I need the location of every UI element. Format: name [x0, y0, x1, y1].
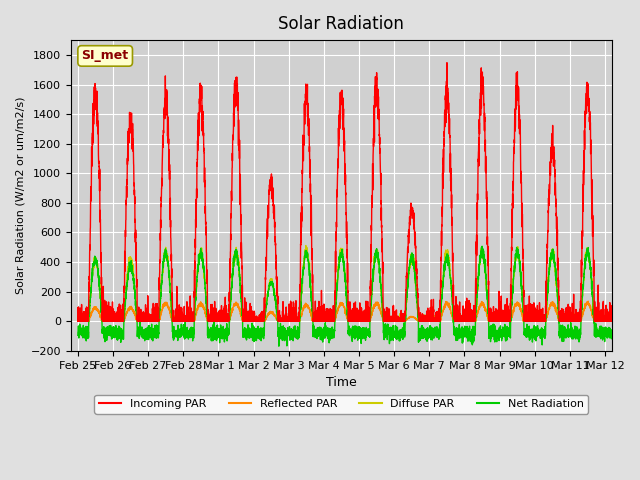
Incoming PAR: [380, 318, 388, 324]
Reflected PAR: [636, 318, 640, 324]
Line: Reflected PAR: Reflected PAR: [78, 301, 640, 321]
Net Radiation: [275, 343, 283, 349]
Net Radiation: [191, 314, 198, 320]
Title: Solar Radiation: Solar Radiation: [278, 15, 404, 33]
Net Radiation: [541, 332, 549, 337]
Diffuse PAR: [556, 318, 563, 324]
X-axis label: Time: Time: [326, 376, 356, 389]
Reflected PAR: [74, 318, 82, 324]
Incoming PAR: [556, 318, 563, 324]
Reflected PAR: [410, 315, 418, 321]
Net Radiation: [636, 332, 640, 337]
Reflected PAR: [74, 318, 82, 324]
Incoming PAR: [74, 314, 82, 320]
Diffuse PAR: [191, 312, 198, 318]
Incoming PAR: [443, 60, 451, 66]
Incoming PAR: [74, 318, 82, 324]
Reflected PAR: [584, 299, 592, 304]
Diffuse PAR: [380, 317, 388, 323]
Reflected PAR: [513, 300, 521, 306]
Reflected PAR: [380, 318, 388, 324]
Diffuse PAR: [636, 318, 640, 324]
Incoming PAR: [410, 221, 418, 227]
Diffuse PAR: [410, 266, 418, 272]
Line: Diffuse PAR: Diffuse PAR: [78, 246, 640, 321]
Net Radiation: [556, 333, 563, 339]
Incoming PAR: [191, 267, 198, 273]
Line: Incoming PAR: Incoming PAR: [78, 63, 640, 321]
Incoming PAR: [636, 300, 640, 306]
Diffuse PAR: [74, 318, 82, 324]
Diffuse PAR: [514, 253, 522, 259]
Diffuse PAR: [541, 315, 549, 321]
Net Radiation: [410, 262, 418, 267]
Y-axis label: Solar Radiation (W/m2 or um/m2/s): Solar Radiation (W/m2 or um/m2/s): [15, 97, 25, 294]
Net Radiation: [478, 243, 486, 249]
Diffuse PAR: [302, 243, 310, 249]
Text: SI_met: SI_met: [82, 49, 129, 62]
Reflected PAR: [556, 318, 563, 324]
Legend: Incoming PAR, Reflected PAR, Diffuse PAR, Net Radiation: Incoming PAR, Reflected PAR, Diffuse PAR…: [94, 395, 589, 414]
Diffuse PAR: [74, 318, 82, 324]
Reflected PAR: [191, 318, 198, 324]
Net Radiation: [74, 332, 82, 338]
Net Radiation: [514, 250, 522, 256]
Incoming PAR: [541, 318, 549, 324]
Reflected PAR: [541, 318, 549, 324]
Line: Net Radiation: Net Radiation: [78, 246, 640, 346]
Incoming PAR: [514, 89, 522, 95]
Net Radiation: [380, 332, 388, 338]
